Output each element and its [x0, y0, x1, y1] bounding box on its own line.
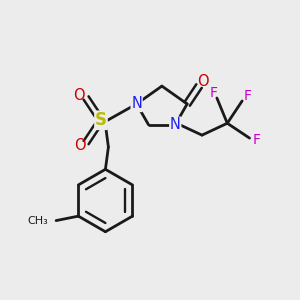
Text: F: F	[244, 88, 251, 103]
Text: N: N	[131, 96, 142, 111]
Text: O: O	[74, 138, 85, 153]
Text: O: O	[197, 74, 208, 89]
Text: CH₃: CH₃	[27, 216, 48, 226]
Text: N: N	[170, 117, 181, 132]
Text: F: F	[209, 85, 217, 100]
Text: S: S	[95, 111, 107, 129]
Text: F: F	[253, 133, 261, 147]
Text: O: O	[73, 88, 85, 103]
